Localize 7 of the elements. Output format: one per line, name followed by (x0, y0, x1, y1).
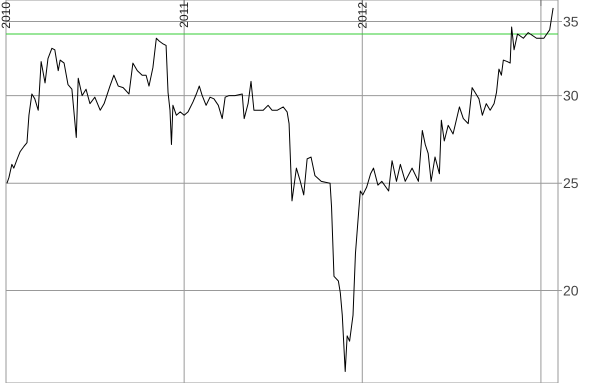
y-tick-label: 20 (563, 282, 579, 298)
y-tick-label: 30 (563, 87, 579, 104)
x-tick-label: 2012 (355, 2, 370, 29)
x-tick-label: 2011 (177, 2, 192, 28)
y-tick-label: 25 (563, 175, 579, 192)
y-tick-label: 35 (563, 13, 579, 30)
x-tick-label: 2010 (0, 2, 13, 29)
